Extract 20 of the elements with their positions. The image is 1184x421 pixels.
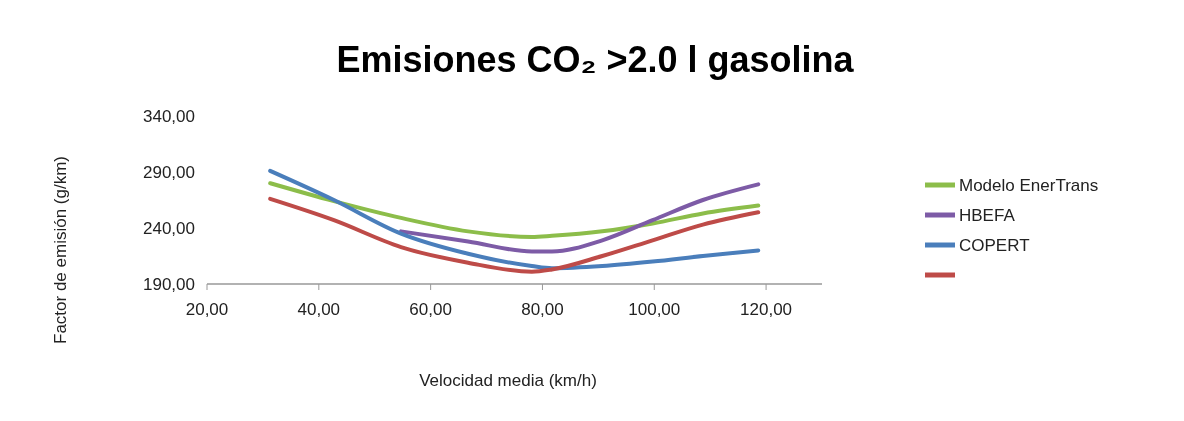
y-tick-label: 240,00 xyxy=(143,218,195,238)
line-series xyxy=(399,182,761,254)
x-tick-label: 60,00 xyxy=(409,300,452,319)
x-axis-title: Velocidad media (km/h) xyxy=(419,371,597,390)
line-series xyxy=(268,181,761,239)
legend-label: COPERT xyxy=(959,235,1030,255)
y-axis-title: Factor de emisión (g/km) xyxy=(51,156,70,344)
line-series xyxy=(268,196,761,274)
x-tick-label: 100,00 xyxy=(628,300,681,319)
legend-label: Modelo EnerTrans xyxy=(959,175,1099,195)
y-tick-label: 340,00 xyxy=(143,106,195,126)
x-tick-label: 120,00 xyxy=(740,300,793,319)
line-series xyxy=(268,168,761,271)
chart-title: Emisiones CO₂ >2.0 l gasolina xyxy=(336,39,855,80)
x-tick-label: 80,00 xyxy=(521,300,564,319)
legend-label: HBEFA xyxy=(959,205,1016,225)
y-tick-label: 190,00 xyxy=(143,274,195,294)
x-tick-label: 20,00 xyxy=(185,300,229,319)
x-tick-label: 40,00 xyxy=(297,300,341,319)
y-tick-label: 290,00 xyxy=(143,162,195,182)
